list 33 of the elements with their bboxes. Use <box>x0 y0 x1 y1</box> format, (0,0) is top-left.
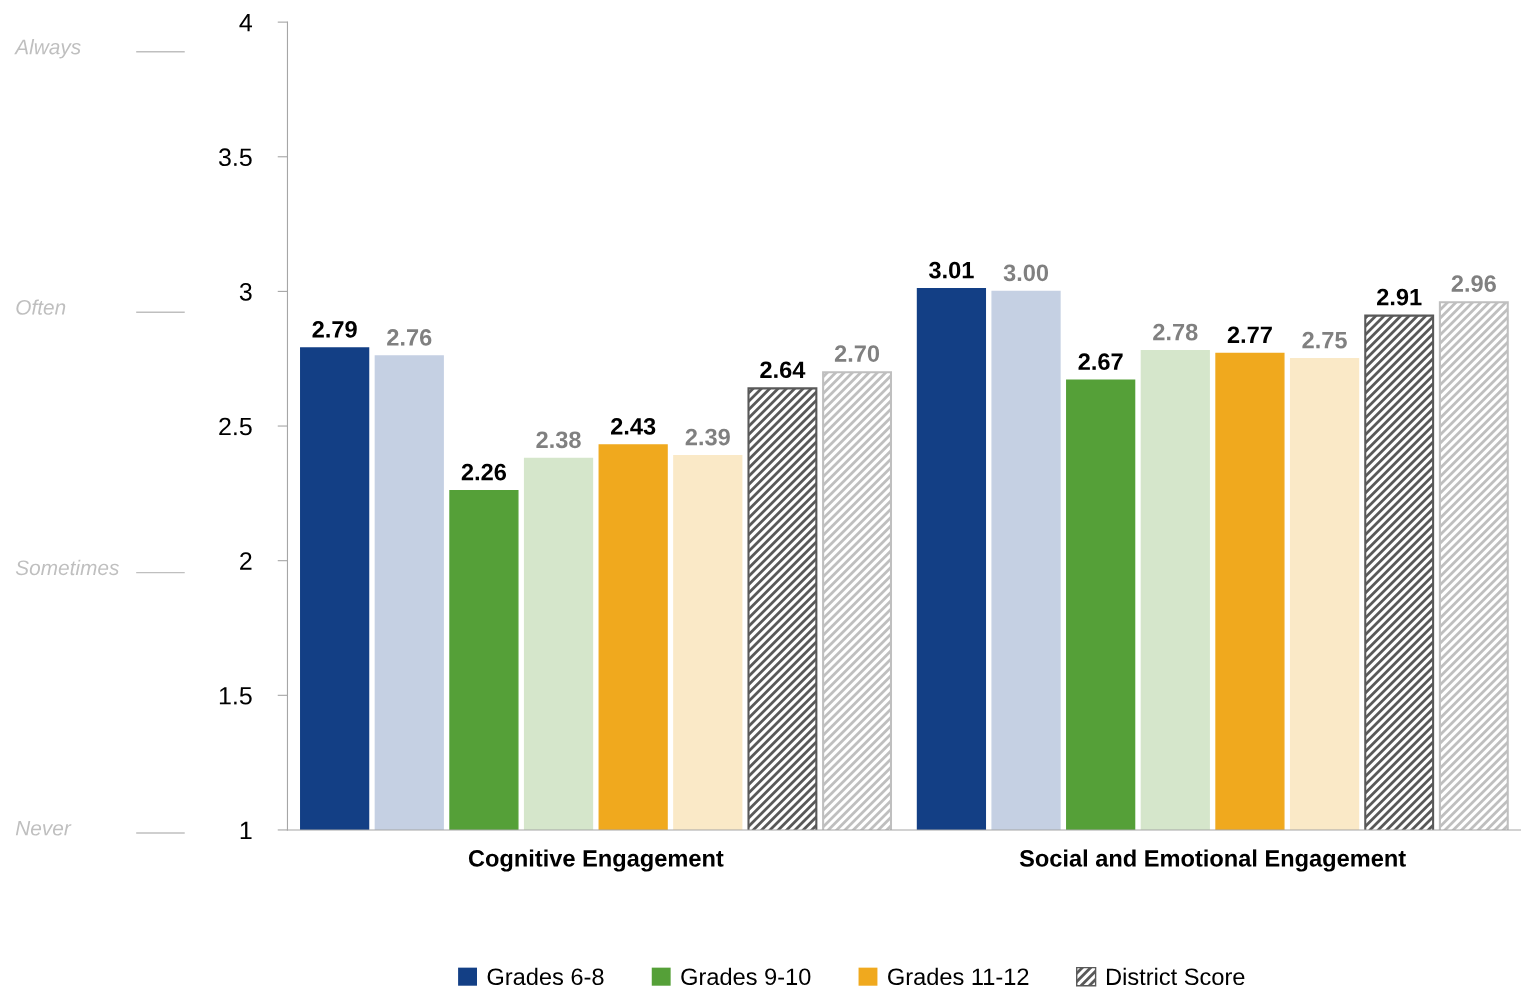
y-tick-label: 4 <box>239 13 253 32</box>
x-tick-label: Social and Emotional Engagement <box>1019 849 1406 872</box>
data-label: 2.26 <box>461 463 507 481</box>
legend-label: Grades 9-10 <box>681 967 811 986</box>
text: Always <box>14 39 81 59</box>
data-label: 2.39 <box>685 428 730 446</box>
text: Never <box>15 821 72 836</box>
data-label: 2.78 <box>1153 323 1198 341</box>
y-tick-label: 1 <box>240 821 252 840</box>
y-tick-label: 1.5 <box>219 687 252 705</box>
text: Often <box>16 299 66 315</box>
text: Sometimes <box>15 559 119 576</box>
y-tick-label: 2.5 <box>219 417 252 436</box>
data-label: 2.43 <box>611 417 656 435</box>
data-label: 2.67 <box>1078 353 1123 371</box>
data-label: 3.00 <box>1003 264 1049 282</box>
y-tick-label: 2 <box>240 552 252 570</box>
x-tick-label: Cognitive Engagement <box>468 849 724 872</box>
y-tick-label: 3 <box>239 283 252 301</box>
data-label: 2.75 <box>1302 331 1347 349</box>
data-label: 2.38 <box>536 431 581 449</box>
legend-label: Grades 6-8 <box>487 967 604 986</box>
legend-label: District Score <box>1106 967 1245 986</box>
data-label: 2.96 <box>1451 275 1496 292</box>
legend-label: Grades 11-12 <box>888 967 1029 986</box>
data-label: 3.01 <box>928 261 974 279</box>
data-label: 2.70 <box>834 345 880 362</box>
data-label: 2.76 <box>387 329 432 346</box>
y-tick-label: 3.5 <box>218 148 252 167</box>
data-label: 2.77 <box>1227 326 1272 343</box>
data-label: 2.91 <box>1377 288 1422 306</box>
data-label: 2.64 <box>760 361 806 379</box>
data-label: 2.79 <box>312 321 357 338</box>
